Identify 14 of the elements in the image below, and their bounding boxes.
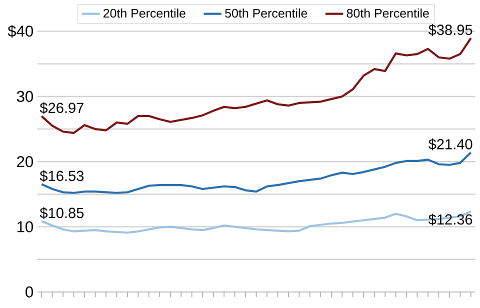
data-label: $38.95 — [428, 24, 472, 36]
legend-label: 80th Percentile — [346, 8, 429, 18]
data-label: $16.53 — [40, 170, 84, 182]
data-label: $12.36 — [428, 213, 472, 226]
data-label: $26.97 — [40, 102, 84, 114]
y-tick-label: 10 — [17, 221, 33, 232]
data-label: $21.40 — [428, 138, 472, 150]
legend-label: 20th Percentile — [103, 8, 186, 18]
y-tick-label: 20 — [17, 156, 33, 167]
y-tick-label: 0 — [26, 286, 34, 298]
legend-label: 50th Percentile — [225, 8, 308, 18]
y-tick-label: $40 — [8, 24, 33, 38]
y-tick-label: 30 — [16, 90, 33, 102]
data-label: $10.85 — [40, 206, 84, 219]
